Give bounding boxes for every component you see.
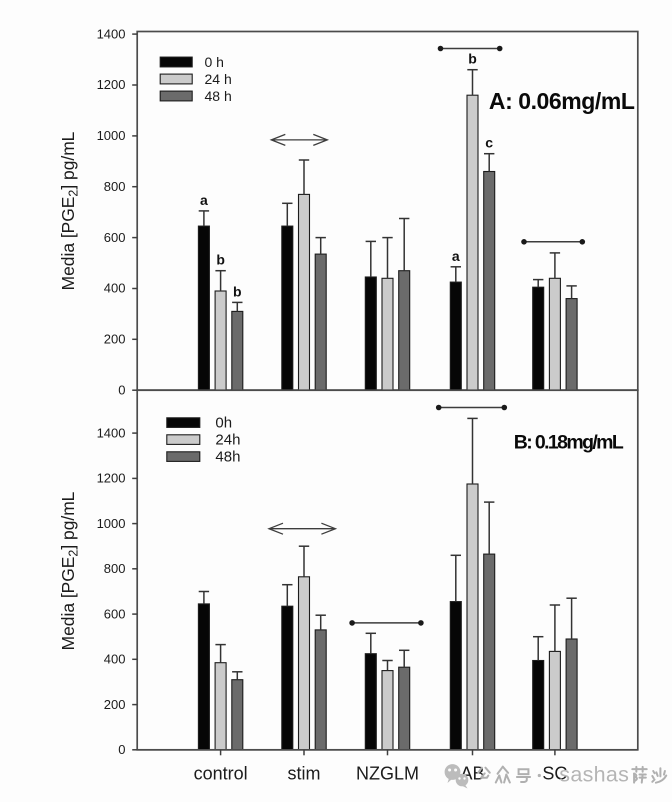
svg-text:c: c xyxy=(485,135,493,151)
svg-text:stim: stim xyxy=(288,764,321,784)
svg-text:1400: 1400 xyxy=(97,425,126,440)
svg-text:800: 800 xyxy=(104,561,126,576)
svg-text:0 h: 0 h xyxy=(205,54,224,70)
svg-text:b: b xyxy=(216,252,225,268)
svg-text:Media [PGE2] pg/mL: Media [PGE2] pg/mL xyxy=(58,131,81,290)
svg-text:400: 400 xyxy=(104,281,126,296)
svg-text:0h: 0h xyxy=(215,415,232,432)
svg-text:b: b xyxy=(468,51,477,67)
svg-text:1000: 1000 xyxy=(97,516,126,531)
svg-text:1400: 1400 xyxy=(97,26,126,41)
svg-text:200: 200 xyxy=(104,332,126,347)
svg-text:a: a xyxy=(452,248,460,264)
svg-text:1000: 1000 xyxy=(97,128,126,143)
svg-text:0: 0 xyxy=(118,382,125,397)
svg-text:B: 0.18mg/mL: B: 0.18mg/mL xyxy=(514,431,624,453)
svg-text:control: control xyxy=(194,764,248,784)
svg-text:SC: SC xyxy=(542,764,567,784)
svg-text:600: 600 xyxy=(104,230,126,245)
svg-text:800: 800 xyxy=(104,179,126,194)
svg-text:NZGLM: NZGLM xyxy=(356,764,419,784)
svg-text:0: 0 xyxy=(118,742,125,757)
svg-text:Media [PGE2] pg/mL: Media [PGE2] pg/mL xyxy=(58,491,81,650)
svg-text:A: 0.06mg/mL: A: 0.06mg/mL xyxy=(489,88,635,114)
svg-text:48h: 48h xyxy=(215,449,240,466)
svg-text:200: 200 xyxy=(104,697,126,712)
svg-text:1200: 1200 xyxy=(97,77,126,92)
svg-text:1200: 1200 xyxy=(97,471,126,486)
svg-text:24h: 24h xyxy=(215,432,240,449)
svg-text:b: b xyxy=(233,283,242,299)
svg-text:a: a xyxy=(200,192,208,208)
svg-text:24 h: 24 h xyxy=(205,71,232,87)
svg-text:400: 400 xyxy=(104,652,126,667)
svg-text:sashas: sashas xyxy=(559,762,629,786)
svg-text:600: 600 xyxy=(104,606,126,621)
svg-text:48 h: 48 h xyxy=(205,88,232,104)
